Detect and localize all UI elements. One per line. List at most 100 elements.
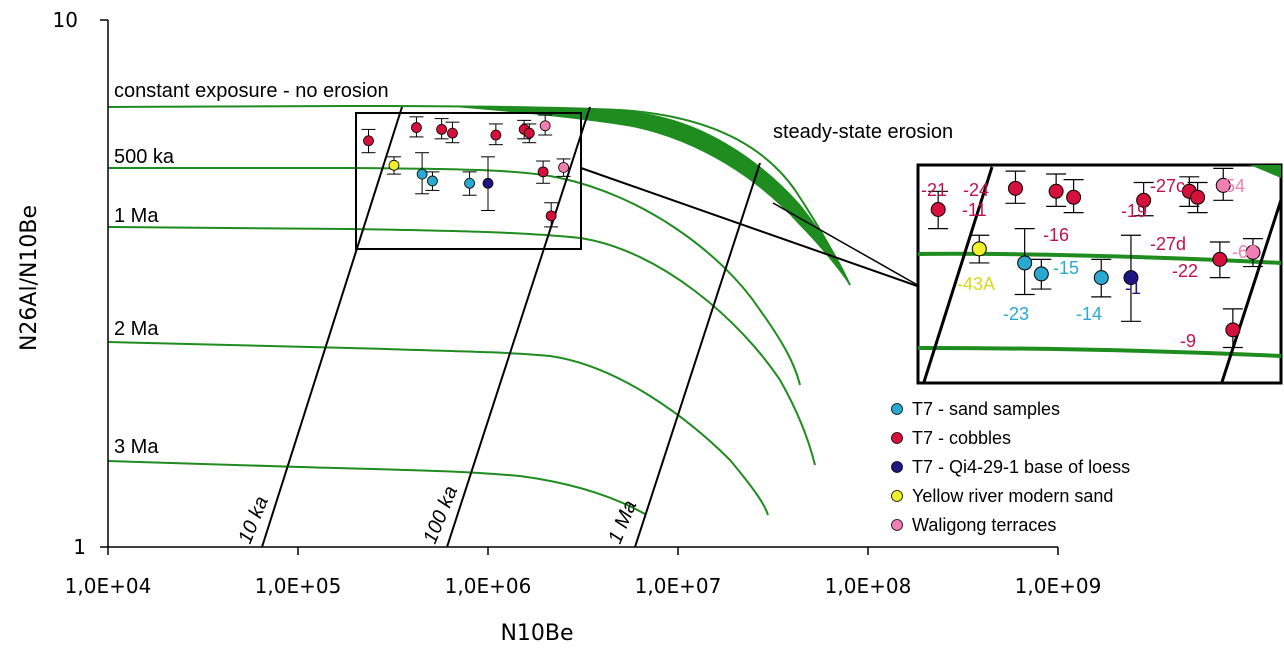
curve-label: 2 Ma bbox=[114, 318, 159, 340]
y-tick-label: 10 bbox=[53, 8, 78, 32]
x-axis-title: N10Be bbox=[500, 621, 573, 646]
inset-data-point bbox=[971, 241, 987, 257]
inset-sample-label: -11 bbox=[962, 200, 987, 220]
inset-data-point bbox=[1066, 189, 1082, 205]
inset-data-point bbox=[1190, 189, 1206, 205]
inset-sample-label: -15 bbox=[1053, 258, 1079, 278]
steady-state-erosion-band bbox=[459, 106, 851, 286]
data-point bbox=[545, 210, 557, 222]
x-tick-label: 1,0E+04 bbox=[65, 574, 152, 598]
isoline-label: 1 Ma bbox=[604, 497, 641, 546]
curve-line bbox=[107, 341, 769, 516]
inset-sample-label: -54 bbox=[1219, 176, 1245, 196]
data-point bbox=[558, 162, 570, 173]
isoline-label: 10 ka bbox=[234, 493, 273, 547]
x-tick-label: 1,0E+06 bbox=[445, 574, 532, 598]
inset-sample-label: -27c bbox=[1150, 176, 1185, 196]
inset-sample-label: -16 bbox=[1043, 225, 1069, 245]
inset-data-point bbox=[1215, 177, 1231, 193]
inset-sample-label: -62 bbox=[1232, 242, 1258, 262]
curve-label: 500 ka bbox=[114, 146, 175, 168]
inset-zoom: -21 -24-11 -16 -19-27c -27d -22 -9 -43A -15 -23 -1… bbox=[916, 163, 1283, 385]
inset-data-point bbox=[1212, 251, 1228, 267]
data-point bbox=[464, 177, 475, 189]
legend-label: Yellow river modern sand bbox=[912, 486, 1113, 506]
data-point bbox=[436, 124, 448, 135]
y-tick-label: 1 bbox=[73, 535, 86, 559]
inset-sample-label: -27d bbox=[1150, 234, 1186, 254]
legend-marker bbox=[891, 403, 903, 415]
inset-isoline bbox=[1220, 199, 1283, 383]
inset-sample-label: -24 bbox=[963, 180, 989, 200]
inset-sample-label: -9 bbox=[1180, 331, 1196, 351]
inset-sample-label: -1 bbox=[1125, 278, 1141, 298]
inset-sample-label: -19 bbox=[1121, 201, 1147, 221]
x-tick-label: 1,0E+09 bbox=[1015, 574, 1102, 598]
inset-data-point bbox=[1093, 270, 1109, 286]
isoline-label: 100 ka bbox=[419, 483, 462, 547]
legend-label: T7 - cobbles bbox=[912, 428, 1011, 448]
curve-line bbox=[107, 460, 646, 515]
legend-marker bbox=[891, 490, 903, 502]
curve-labels: constant exposure - no erosion 500 ka 1 Ma… bbox=[114, 80, 953, 547]
x-tick-label: 1,0E+07 bbox=[635, 574, 722, 598]
inset-curve bbox=[917, 251, 1282, 265]
legend-label: T7 - Qi4-29-1 base of loess bbox=[912, 457, 1130, 477]
inset-data-point bbox=[1136, 192, 1152, 208]
inset-band bbox=[1250, 165, 1281, 178]
data-point bbox=[427, 175, 438, 187]
legend: T7 - sand samples T7 - cobbles T7 - Qi4-29… bbox=[891, 399, 1130, 535]
inset-curve bbox=[917, 346, 1282, 358]
inset-sample-label: -43A bbox=[957, 274, 995, 294]
data-point bbox=[416, 168, 428, 180]
data-point bbox=[411, 122, 422, 133]
zoom-connector bbox=[580, 167, 921, 288]
data-point bbox=[482, 177, 494, 189]
data-point bbox=[537, 166, 549, 178]
data-point bbox=[388, 159, 400, 171]
inset-data-point bbox=[1225, 322, 1241, 338]
legend-label: Waligong terraces bbox=[912, 515, 1056, 535]
isolines bbox=[261, 106, 761, 548]
legend-marker bbox=[891, 432, 903, 444]
legend-marker bbox=[891, 461, 903, 473]
isoline bbox=[446, 106, 591, 548]
curve-line bbox=[107, 104, 851, 286]
annotation-label: steady-state erosion bbox=[773, 121, 953, 143]
data-point bbox=[490, 129, 502, 141]
evolution-curves bbox=[107, 104, 851, 516]
curve-line bbox=[108, 167, 801, 386]
curve-label: 3 Ma bbox=[114, 436, 159, 458]
inset-data-point bbox=[1123, 270, 1139, 286]
legend-label: T7 - sand samples bbox=[912, 399, 1060, 419]
legend-marker bbox=[891, 519, 903, 531]
inset-data-point bbox=[1017, 255, 1033, 271]
inset-sample-label: -22 bbox=[1172, 261, 1198, 281]
data-point bbox=[539, 120, 551, 132]
inset-data-point bbox=[930, 201, 946, 217]
inset-isoline bbox=[922, 166, 994, 383]
inset-sample-label: -21 bbox=[921, 180, 947, 200]
x-tick-label: 1,0E+05 bbox=[255, 574, 342, 598]
inset-data-point bbox=[1245, 244, 1261, 260]
isoline bbox=[261, 106, 403, 548]
inset-data-point bbox=[1033, 266, 1049, 282]
zoom-box bbox=[355, 112, 922, 288]
x-tick-label: 1,0E+08 bbox=[825, 574, 912, 598]
curve-label: constant exposure - no erosion bbox=[114, 80, 389, 102]
inset-data-point bbox=[1048, 183, 1064, 199]
data-point bbox=[447, 127, 458, 139]
y-axis-title: N26Al/N10Be bbox=[17, 205, 42, 351]
annotation-leader bbox=[772, 202, 922, 288]
zoom-rectangle bbox=[355, 112, 582, 250]
inset-sample-label: -23 bbox=[1003, 304, 1029, 324]
data-point bbox=[363, 135, 374, 147]
data-points bbox=[361, 114, 571, 228]
data-point bbox=[523, 127, 535, 139]
isoline bbox=[634, 162, 761, 548]
curve-line bbox=[107, 226, 816, 466]
curve-label: 1 Ma bbox=[114, 205, 159, 227]
inset-data-point bbox=[1007, 180, 1023, 196]
inset-sample-label: -14 bbox=[1076, 304, 1102, 324]
